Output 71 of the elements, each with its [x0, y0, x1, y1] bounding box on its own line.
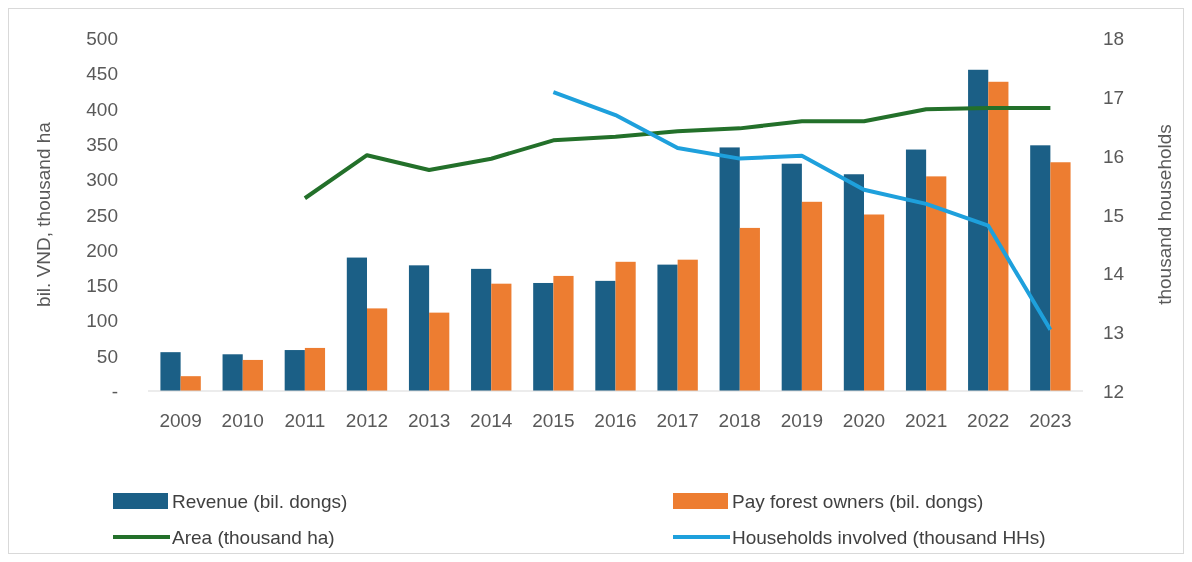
- y-tick-label: 450: [86, 63, 118, 85]
- x-tick-label: 2017: [656, 410, 699, 431]
- bar: [471, 268, 492, 391]
- bar: [1030, 145, 1051, 391]
- y-axis-title: bil. VND, thousand ha: [33, 121, 54, 307]
- x-tick-label: 2023: [1029, 410, 1072, 431]
- y-tick-label: 100: [86, 310, 118, 332]
- y-tick-label: 300: [86, 169, 118, 191]
- bar: [905, 149, 927, 391]
- bar: [739, 227, 760, 391]
- x-tick-label: 2010: [221, 410, 264, 431]
- y2-tick-label: 13: [1103, 322, 1125, 344]
- x-tick-label: 2019: [780, 410, 824, 431]
- x-tick-label: 2020: [842, 410, 886, 431]
- bar: [180, 376, 201, 391]
- bar: [615, 261, 636, 391]
- bar: [367, 308, 388, 391]
- bar: [408, 265, 430, 391]
- y-tick-label: 200: [86, 239, 118, 261]
- bar: [284, 350, 305, 391]
- line-series: [302, 105, 1053, 201]
- y-tick-label: -: [111, 381, 118, 402]
- y-tick-label: 500: [86, 28, 118, 49]
- legend-label: Pay forest owners (bil. dongs): [732, 491, 984, 512]
- x-tick-label: 2015: [532, 410, 575, 431]
- y-tick-label: 250: [86, 204, 118, 226]
- x-tick-label: 2022: [967, 410, 1010, 431]
- y-tick-label: 50: [96, 345, 118, 367]
- bar: [801, 201, 823, 391]
- bar: [160, 352, 181, 391]
- y2-tick-label: 17: [1103, 86, 1125, 108]
- y-tick-label: 400: [86, 98, 118, 120]
- bar: [222, 354, 243, 391]
- x-tick-label: 2021: [904, 410, 948, 431]
- bar: [657, 264, 678, 391]
- y2-tick-label: 12: [1103, 381, 1125, 402]
- legend-label: Households involved (thousand HHs): [732, 527, 1046, 548]
- x-tick-label: 2018: [718, 410, 761, 431]
- x-tick-label: 2016: [594, 410, 637, 431]
- bar: [968, 69, 989, 391]
- bar: [533, 282, 554, 391]
- bar: [491, 283, 512, 391]
- legend-label: Revenue (bil. dongs): [172, 491, 348, 512]
- x-tick-label: 2013: [407, 410, 451, 431]
- bar: [595, 280, 616, 391]
- legend-label: Area (thousand ha): [172, 527, 335, 548]
- bar: [1050, 162, 1071, 391]
- bar: [843, 174, 865, 391]
- bar: [988, 81, 1009, 391]
- x-tick-label: 2014: [470, 410, 513, 431]
- y2-tick-label: 14: [1103, 263, 1125, 285]
- y2-axis-title: thousand households: [1154, 124, 1175, 305]
- x-tick-label: 2012: [345, 410, 389, 431]
- bar: [677, 259, 698, 391]
- bar: [304, 347, 326, 391]
- y-tick-label: 350: [86, 133, 118, 155]
- x-tick-label: 2011: [284, 410, 326, 431]
- bar: [719, 147, 740, 391]
- bar: [864, 214, 885, 391]
- bar: [926, 176, 947, 391]
- bar: [346, 257, 367, 391]
- y2-tick-label: 15: [1103, 204, 1125, 226]
- x-tick-label: 2009: [159, 410, 202, 431]
- bar: [429, 312, 450, 391]
- y-tick-label: 150: [86, 275, 118, 297]
- bar: [781, 163, 802, 391]
- y2-tick-label: 16: [1103, 145, 1125, 167]
- line-series: [551, 90, 1053, 332]
- bar: [553, 275, 574, 391]
- bar: [242, 359, 263, 391]
- y2-tick-label: 18: [1103, 28, 1125, 49]
